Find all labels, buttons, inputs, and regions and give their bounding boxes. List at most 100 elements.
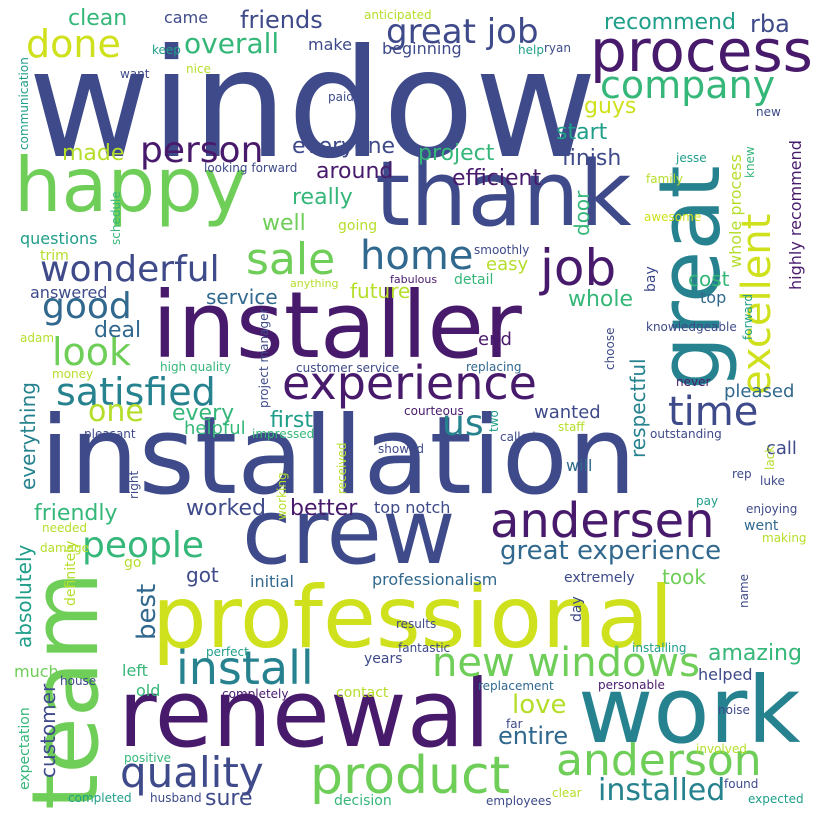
- word-damage: damage: [40, 541, 90, 555]
- word-will: will: [566, 456, 593, 475]
- word-work: work: [578, 657, 801, 764]
- word-made: made: [62, 141, 125, 166]
- word-help: help: [518, 43, 544, 57]
- word-going: going: [338, 218, 378, 234]
- word-finish: finish: [562, 146, 622, 171]
- word-right: right: [127, 470, 141, 499]
- word-professionalism: professionalism: [372, 570, 498, 589]
- word-person: person: [140, 130, 264, 171]
- word-end: end: [478, 329, 512, 350]
- word-top-notch: top notch: [374, 498, 451, 517]
- word-results: results: [396, 617, 437, 631]
- word-around: around: [316, 159, 394, 184]
- word-installer: installer: [152, 272, 522, 379]
- word-never: never: [676, 375, 711, 389]
- word-found: found: [724, 777, 759, 791]
- word-choose: choose: [603, 327, 617, 370]
- word-staff: staff: [558, 420, 585, 434]
- word-old: old: [136, 681, 161, 700]
- word-customer: customer: [36, 683, 60, 778]
- word-future: future: [350, 279, 411, 303]
- word-knowledgeable: knowledgeable: [646, 320, 737, 334]
- word-customer-service: customer service: [296, 361, 400, 375]
- word-process: process: [590, 17, 813, 85]
- word-got: got: [186, 563, 219, 587]
- word-replacing: replacing: [466, 360, 522, 374]
- word-highly-recommend: highly recommend: [786, 140, 805, 290]
- word-helped: helped: [698, 665, 753, 684]
- word-helpful: helpful: [184, 418, 246, 439]
- word-completely: completely: [222, 687, 289, 701]
- word-personable: personable: [598, 678, 665, 692]
- word-company: company: [600, 63, 776, 107]
- word-time: time: [668, 389, 759, 435]
- word-left: left: [122, 661, 148, 680]
- word-job: job: [540, 239, 617, 297]
- word-rba: rba: [750, 10, 790, 38]
- word-extremely: extremely: [564, 570, 635, 586]
- word-one: one: [88, 394, 144, 429]
- word-call: call: [766, 438, 797, 459]
- word-showed: showed: [378, 442, 425, 456]
- word-first: first: [270, 408, 313, 433]
- word-expectation: expectation: [17, 707, 33, 790]
- word-experience: experience: [282, 356, 537, 410]
- word-quality: quality: [120, 748, 264, 797]
- word-guys: guys: [584, 94, 637, 119]
- word-much: much: [14, 662, 59, 681]
- word-better: better: [290, 496, 358, 521]
- word-professional: professional: [152, 568, 674, 668]
- word-people: people: [82, 525, 205, 566]
- word-came: came: [164, 8, 209, 27]
- word-went: went: [744, 518, 779, 534]
- word-new-windows: new windows: [432, 640, 700, 686]
- word-outstanding: outstanding: [650, 427, 722, 441]
- word-contact: contact: [336, 685, 389, 701]
- word-good: good: [42, 286, 132, 327]
- word-bay: bay: [643, 266, 659, 292]
- word-trim: trim: [40, 248, 69, 264]
- word-day: day: [569, 596, 585, 622]
- word-renewal: renewal: [118, 660, 491, 769]
- word-decision: decision: [334, 793, 392, 809]
- word-house: house: [60, 674, 97, 688]
- word-anticipated: anticipated: [364, 8, 432, 22]
- word-money: money: [52, 367, 94, 381]
- word-took: took: [662, 565, 706, 589]
- word-product: product: [310, 746, 511, 806]
- word-keep: keep: [152, 43, 181, 57]
- word-beginning: beginning: [382, 39, 462, 58]
- word-received: received: [335, 442, 349, 494]
- word-adam: adam: [20, 331, 55, 345]
- word-detail: detail: [454, 272, 494, 288]
- word-top: top: [700, 288, 727, 307]
- word-window: window: [28, 18, 598, 192]
- word-high-quality: high quality: [160, 360, 232, 374]
- word-needed: needed: [42, 521, 87, 535]
- word-well: well: [262, 211, 306, 236]
- word-crew: crew: [242, 480, 456, 585]
- word-entire: entire: [498, 722, 569, 750]
- word-schedule: schedule: [109, 191, 123, 245]
- word-pay: pay: [696, 494, 719, 508]
- word-friendly: friendly: [34, 501, 118, 526]
- word-rep: rep: [732, 467, 752, 481]
- word-replacement: replacement: [478, 679, 554, 693]
- word-anything: anything: [290, 277, 339, 290]
- word-anderson: anderson: [556, 735, 762, 786]
- word-cost: cost: [688, 267, 730, 291]
- word-completed: completed: [68, 791, 132, 805]
- word-communication: communication: [17, 57, 31, 150]
- word-want: want: [120, 67, 150, 81]
- word-everything: everything: [16, 382, 40, 490]
- word-whole-process: whole process: [726, 154, 745, 268]
- word-involved: involved: [696, 742, 747, 756]
- word-pleased: pleased: [724, 381, 795, 402]
- word-definitely: definitely: [63, 540, 79, 606]
- word-love: love: [512, 690, 567, 720]
- word-installing: installing: [632, 641, 687, 655]
- word-clear: clear: [552, 786, 582, 800]
- word-every: every: [172, 401, 235, 426]
- word-happy: happy: [14, 141, 248, 229]
